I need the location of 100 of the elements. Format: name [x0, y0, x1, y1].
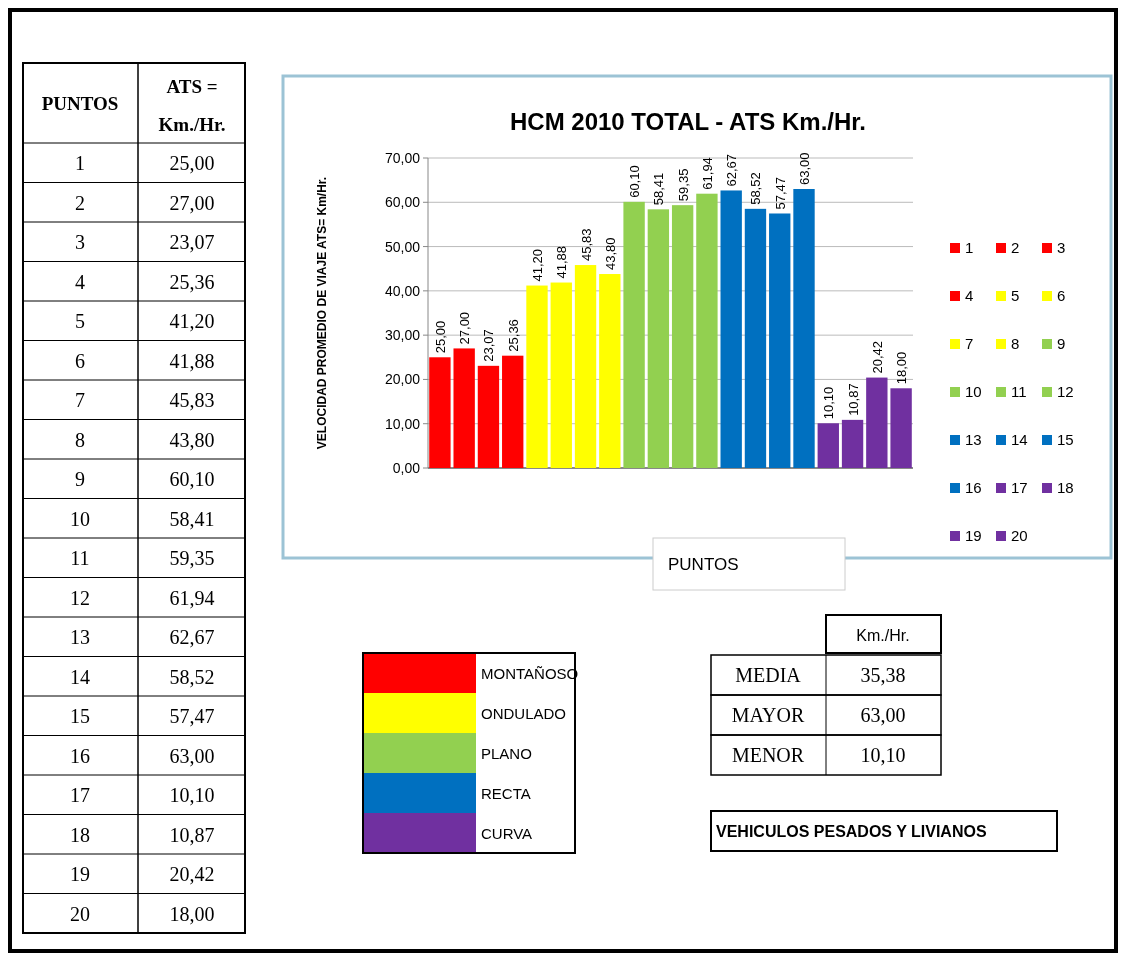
data-label: 61,94: [699, 157, 715, 190]
text: 25,00: [169, 152, 215, 174]
text: 2: [75, 191, 85, 214]
text: Km./Hr.: [856, 627, 910, 644]
text: 16: [70, 744, 90, 767]
text: 63,00: [169, 744, 215, 767]
data-label: 58,52: [748, 172, 764, 205]
text: 60,10: [169, 468, 215, 490]
text: 19: [70, 863, 90, 885]
data-label: 59,35: [675, 168, 691, 202]
y-tick-label: 30,00: [384, 327, 421, 344]
legend-label: 16: [965, 479, 982, 496]
text: 41,88: [169, 349, 215, 372]
x-axis-title: PUNTOS: [668, 555, 739, 574]
text: 18,00: [169, 902, 215, 925]
legend-label: 20: [1011, 527, 1028, 544]
legend-label: 17: [1011, 479, 1028, 496]
data-label: 62,67: [724, 153, 740, 187]
y-axis-title: VELOCIDAD PROMEDIO DE VIAJE ATS= Km/Hr.: [315, 176, 329, 450]
y-tick-label: 70,00: [384, 150, 421, 166]
text: CURVA: [481, 825, 533, 842]
text: 20,42: [169, 863, 215, 885]
text: ATS =: [166, 76, 218, 97]
data-label: 57,47: [772, 176, 788, 210]
legend-label: 12: [1057, 383, 1074, 400]
text: 10: [70, 507, 90, 530]
text: 14: [70, 665, 90, 688]
text: 23,07: [169, 231, 215, 253]
legend-label: 5: [1011, 287, 1020, 304]
text: 62,67: [169, 626, 215, 648]
text: 6: [75, 349, 85, 372]
data-label: 10,87: [845, 383, 861, 416]
legend-label: 19: [965, 527, 982, 544]
text: MEDIA: [735, 664, 802, 686]
y-tick-label: 40,00: [384, 282, 421, 299]
legend-label: 1: [965, 239, 974, 256]
text: 13: [70, 626, 90, 648]
text: MAYOR: [731, 704, 805, 726]
text: RECTA: [481, 785, 531, 802]
text: 58,41: [169, 507, 215, 530]
data-label: 23,07: [481, 329, 497, 362]
y-tick-label: 60,00: [384, 194, 421, 211]
legend-label: 8: [1011, 335, 1020, 352]
legend-label: 2: [1011, 239, 1020, 256]
text: 17: [70, 784, 90, 806]
text: 27,00: [169, 191, 215, 214]
text: 15: [70, 705, 90, 727]
text: 41,20: [169, 310, 215, 332]
data-label: 27,00: [457, 311, 473, 345]
text: 57,47: [169, 705, 215, 727]
text: 9: [75, 468, 85, 490]
text: 59,35: [169, 547, 215, 569]
data-label: 41,88: [554, 245, 570, 279]
legend-label: 18: [1057, 479, 1074, 496]
legend-label: 11: [1011, 383, 1027, 400]
text: 11: [70, 547, 90, 569]
text: 43,80: [169, 428, 215, 451]
text: 10,10: [860, 744, 906, 766]
legend-label: 3: [1057, 239, 1066, 256]
text: 5: [75, 310, 85, 332]
text: 20: [70, 902, 90, 925]
data-label: 20,42: [869, 341, 885, 374]
legend-label: 6: [1057, 287, 1066, 304]
text: 3: [75, 231, 85, 253]
text: 45,83: [169, 389, 215, 411]
y-tick-label: 20,00: [384, 371, 421, 388]
legend-label: 7: [965, 335, 974, 352]
text: PLANO: [481, 745, 532, 762]
data-label: 25,36: [505, 319, 521, 352]
data-label: 10,10: [821, 386, 837, 420]
text: 12: [70, 586, 90, 609]
y-tick-label: 0,00: [392, 460, 421, 476]
data-label: 58,41: [651, 172, 667, 206]
legend-label: 14: [1011, 431, 1028, 448]
legend-label: 9: [1057, 335, 1066, 352]
text: 10,87: [169, 823, 215, 846]
text: Km./Hr.: [158, 114, 226, 135]
text: PUNTOS: [41, 93, 119, 114]
text: ONDULADO: [481, 705, 567, 722]
text: 10,10: [169, 784, 215, 806]
data-label: 43,80: [602, 237, 618, 271]
legend-label: 4: [965, 287, 974, 304]
data-label: 18,00: [894, 351, 910, 385]
text: VEHICULOS PESADOS Y LIVIANOS: [716, 823, 987, 840]
text: 1: [75, 152, 85, 174]
text: 35,38: [860, 664, 906, 686]
text: 18: [70, 823, 90, 846]
data-label: 25,00: [432, 320, 448, 354]
legend-label: 10: [965, 383, 982, 400]
text: 4: [75, 270, 85, 293]
data-label: 63,00: [797, 152, 813, 185]
chart-title: HCM 2010 TOTAL - ATS Km./Hr.: [509, 108, 867, 135]
text: 61,94: [169, 586, 215, 609]
text: 58,52: [169, 665, 215, 688]
text: 7: [75, 389, 85, 411]
data-label: 41,20: [529, 249, 545, 282]
data-label: 45,83: [578, 228, 594, 262]
y-tick-label: 50,00: [384, 238, 421, 255]
legend-label: 13: [965, 431, 982, 448]
text: 25,36: [169, 270, 215, 293]
